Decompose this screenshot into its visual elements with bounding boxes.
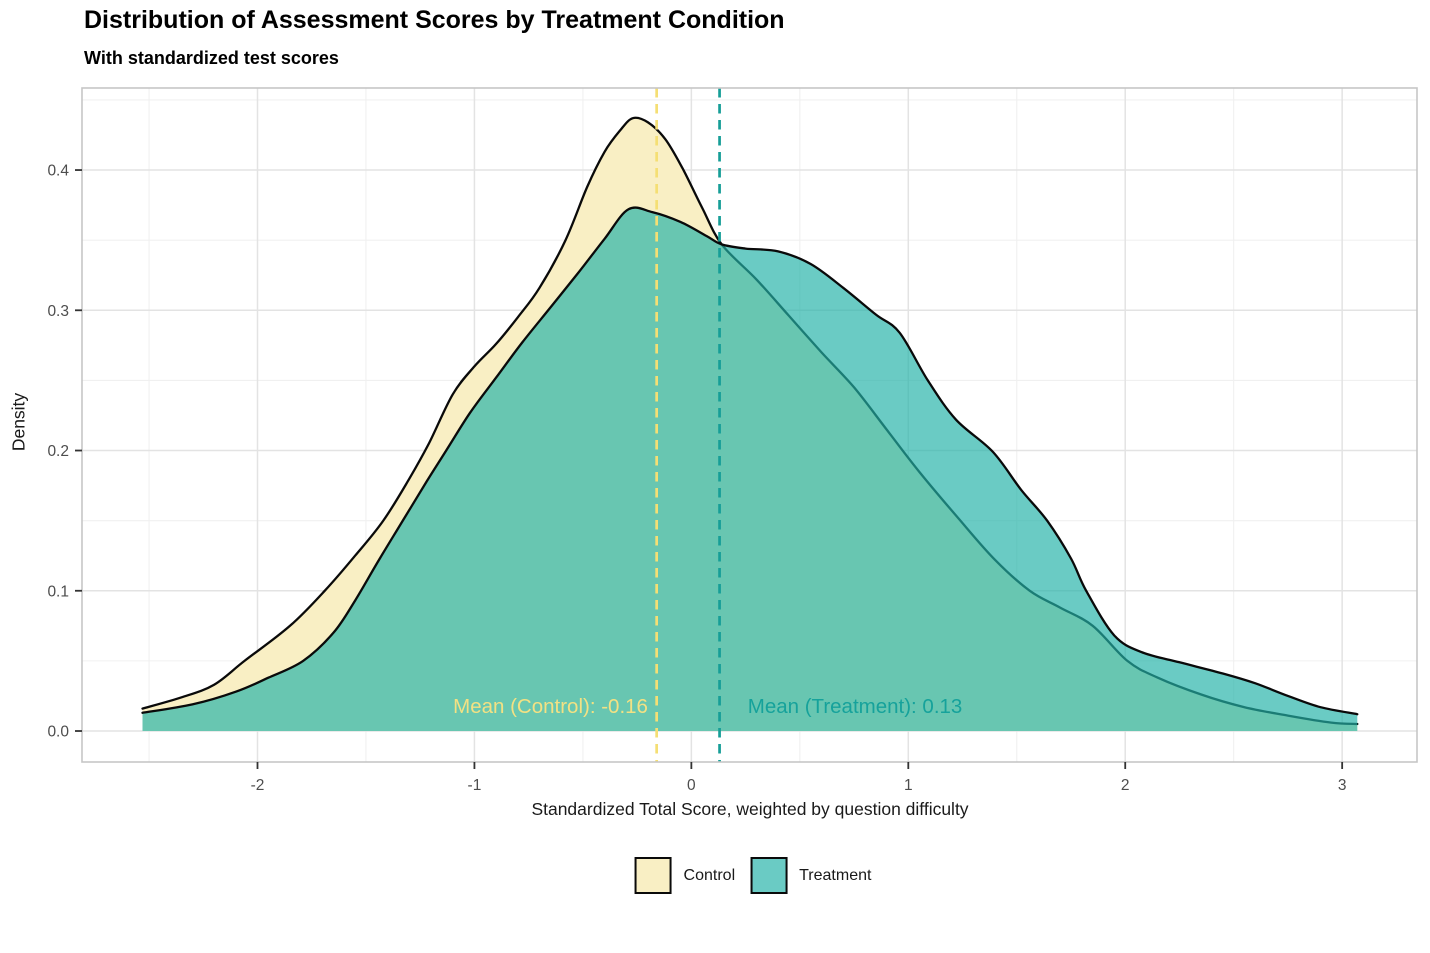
x-tick-label: 2 bbox=[1121, 777, 1130, 794]
axes: -2 -1 0 1 2 3 0.0 0.1 0.2 0.3 0.4 bbox=[47, 163, 1346, 794]
treatment-swatch-icon bbox=[750, 857, 788, 894]
legend-label-treatment: Treatment bbox=[799, 866, 872, 884]
page-title: Distribution of Assessment Scores by Tre… bbox=[84, 6, 785, 34]
legend-item-control: Control bbox=[634, 857, 736, 894]
legend: Control Treatment bbox=[634, 857, 871, 894]
legend-label-control: Control bbox=[683, 866, 736, 884]
control-swatch-icon bbox=[634, 857, 672, 894]
density-area-treatment bbox=[141, 206, 1359, 732]
x-tick-label: -2 bbox=[251, 777, 265, 794]
x-tick-label: 3 bbox=[1338, 777, 1347, 794]
y-tick-label: 0.0 bbox=[47, 724, 69, 741]
mean-annotation-control: Mean (Control): -0.16 bbox=[453, 695, 648, 718]
mean-annotation-treatment: Mean (Treatment): 0.13 bbox=[748, 695, 963, 718]
panel-border bbox=[81, 87, 1418, 763]
y-tick-label: 0.3 bbox=[47, 303, 69, 320]
x-axis-title: Standardized Total Score, weighted by qu… bbox=[531, 799, 969, 819]
legend-item-treatment: Treatment bbox=[750, 857, 871, 894]
y-tick-label: 0.4 bbox=[47, 163, 69, 180]
x-tick-label: 0 bbox=[687, 777, 696, 794]
x-tick-label: -1 bbox=[468, 777, 482, 794]
chart-subtitle: With standardized test scores bbox=[84, 48, 339, 68]
y-tick-label: 0.1 bbox=[47, 583, 69, 600]
y-tick-label: 0.2 bbox=[47, 443, 69, 460]
x-tick-label: 1 bbox=[904, 777, 913, 794]
